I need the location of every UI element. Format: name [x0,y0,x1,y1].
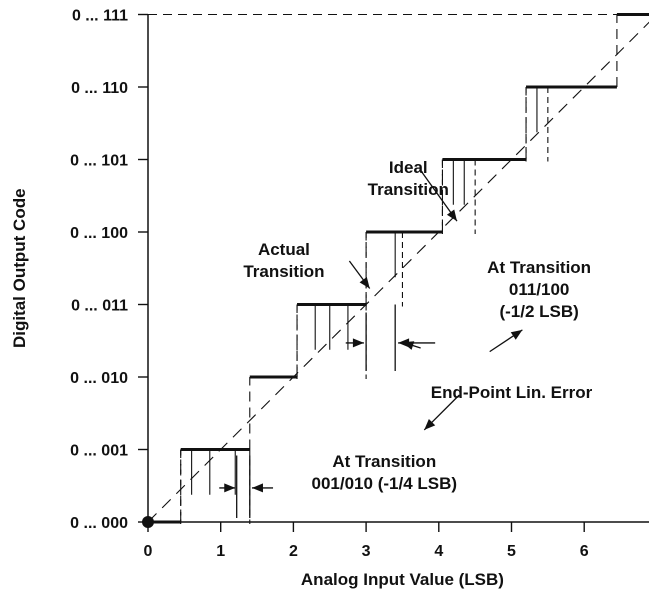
annotation-at-transition-011-100-line: At Transition [487,258,591,277]
annotation-at-transition-011-100: At Transition 011/100 (-1/2 LSB) [487,258,591,321]
y-tick-label: 0 ... 101 [70,153,128,170]
x-axis-title: Analog Input Value (LSB) [301,570,504,589]
arrow-at-011-tip [402,341,415,350]
y-tick-label: 0 ... 011 [71,298,128,315]
arrow-ideal-transition-tip [446,209,457,222]
annotation-actual-transition-line: Actual [258,240,310,259]
y-tick-label: 0 ... 010 [70,370,128,387]
x-tick-label: 1 [216,543,225,560]
arrow-endpoint-down-tip [424,418,436,430]
annotation-at-transition-001-010-line: 001/010 (-1/4 LSB) [312,474,458,493]
arrow-actual-transition-tip [359,277,370,289]
annotation-end-point-lin-error-line: End-Point Lin. Error [431,383,593,402]
x-tick-label: 2 [289,543,298,560]
arrow-actual-transition-tip-head [359,277,370,289]
annotation-ideal-transition-line: Ideal [389,158,428,177]
annotation-actual-transition-line: Transition [243,262,324,281]
y-tick-label: 0 ... 001 [70,443,128,460]
arrow-001-right-tip [251,483,263,493]
arrow-011-left-tip [352,338,364,348]
y-tick-label: 0 ... 000 [70,515,128,532]
x-tick-label: 5 [507,543,516,560]
arrow-011-left-tip-head [352,338,364,348]
y-tick-label: 0 ... 111 [72,8,128,25]
arrow-ideal-transition-tip-head [446,209,457,222]
x-tick-label: 3 [362,543,371,560]
annotation-end-point-lin-error: End-Point Lin. Error [431,383,593,402]
annotation-at-transition-001-010: At Transition 001/010 (-1/4 LSB) [312,452,458,493]
y-tick-label: 0 ... 100 [70,225,128,242]
annotation-ideal-transition-line: Transition [368,180,449,199]
annotation-actual-transition: Actual Transition [243,240,324,281]
annotation-at-transition-011-100-line: 011/100 [509,280,570,299]
arrow-001-left-tip [224,483,236,493]
annotation-at-transition-011-100-line: (-1/2 LSB) [499,302,578,321]
arrow-endpoint-up-tip-head [510,329,523,340]
x-tick-label: 6 [580,543,589,560]
y-tick-label: 0 ... 110 [71,80,128,97]
annotation-ideal-transition: Ideal Transition [368,158,449,199]
y-axis-title: Digital Output Code [10,188,29,348]
start-point-dot [142,516,154,528]
arrow-001-left-tip-head [224,483,236,493]
arrow-endpoint-up-tip [510,329,523,340]
annotation-at-transition-001-010-line: At Transition [332,452,436,471]
arrow-at-011-tip-head [402,341,415,350]
x-tick-label: 4 [434,543,443,560]
arrow-001-right-tip-head [251,483,263,493]
arrow-endpoint-down-tip-head [424,418,436,430]
x-tick-label: 0 [144,543,153,560]
